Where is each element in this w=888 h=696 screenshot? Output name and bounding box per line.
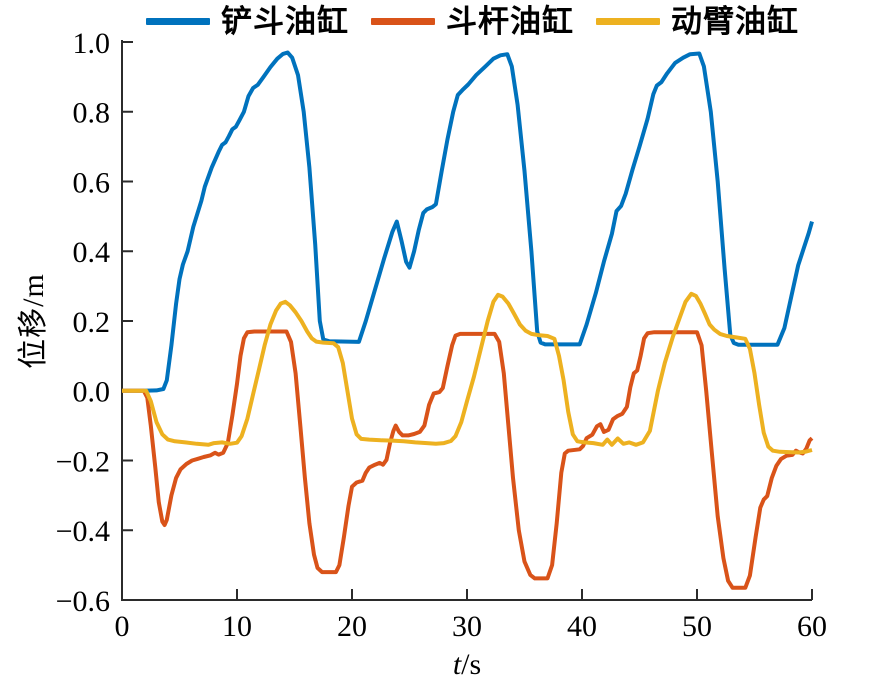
y-tick-label: 1.0: [73, 27, 111, 60]
legend-line-swatch-blue: [146, 18, 210, 25]
y-tick-label: −0.6: [56, 585, 110, 618]
x-tick-label: 10: [222, 610, 252, 643]
y-axis-title: 位移/m: [17, 273, 50, 369]
legend-line-swatch-yellow: [596, 18, 660, 25]
legend: 铲斗油缸 斗杆油缸 动臂油缸: [146, 6, 799, 37]
x-tick-label: 40: [567, 610, 597, 643]
legend-label-bucket-cylinder: 铲斗油缸: [221, 4, 349, 39]
series-line-2: [122, 291, 813, 455]
y-tick-label: 0.0: [73, 376, 111, 409]
x-tick-label: 60: [797, 610, 827, 643]
x-axis-title-unit: /s: [461, 648, 482, 681]
x-axis-title: t/s: [453, 648, 481, 682]
y-tick-label: 0.4: [73, 236, 111, 269]
legend-item-bucket-cylinder: 铲斗油缸: [146, 6, 349, 37]
x-axis-title-variable: t: [452, 648, 462, 681]
legend-label-boom-cylinder: 动臂油缸: [671, 4, 799, 39]
y-tick-label: 0.6: [73, 166, 111, 199]
series-line-0: [122, 50, 814, 393]
x-tick-label: 50: [682, 610, 712, 643]
legend-item-boom-cylinder: 动臂油缸: [596, 6, 799, 37]
y-tick-label: −0.2: [56, 445, 110, 478]
legend-item-arm-cylinder: 斗杆油缸: [371, 6, 574, 37]
legend-line-swatch-orange: [371, 18, 435, 25]
x-tick-label: 0: [115, 610, 130, 643]
x-tick-label: 20: [337, 610, 367, 643]
series-line-1: [122, 329, 814, 590]
y-tick-label: 0.8: [73, 97, 111, 130]
x-tick-label: 30: [452, 610, 482, 643]
legend-label-arm-cylinder: 斗杆油缸: [446, 4, 574, 39]
y-tick-label: 0.2: [73, 306, 111, 339]
y-tick-label: −0.4: [56, 515, 110, 548]
